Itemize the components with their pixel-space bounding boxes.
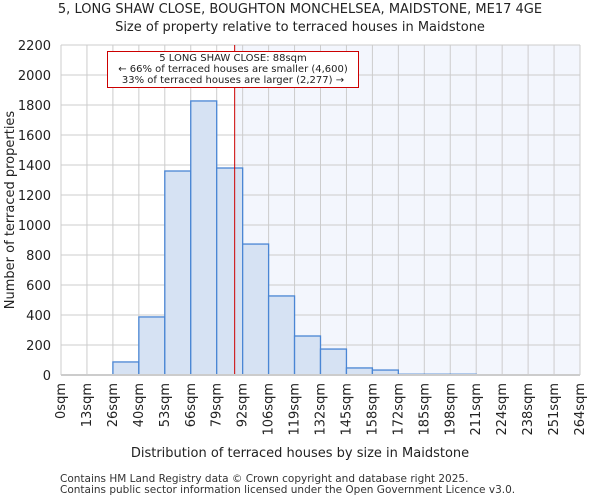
x-tick-label: 26sqm — [106, 383, 121, 427]
y-tick-label: 2200 — [18, 39, 51, 54]
histogram-bar — [216, 167, 244, 376]
histogram-bar — [112, 361, 140, 376]
x-tick-label: 92sqm — [236, 383, 251, 427]
annotation-line: ← 66% of terraced houses are smaller (4,… — [118, 64, 348, 75]
x-tick-label: 158sqm — [365, 383, 380, 436]
chart-subtitle: Size of property relative to terraced ho… — [115, 20, 485, 35]
x-tick-label: 224sqm — [495, 383, 510, 436]
histogram-bar — [138, 316, 166, 376]
histogram-bar — [190, 100, 218, 376]
footer-line: Contains HM Land Registry data © Crown c… — [60, 473, 469, 485]
footer-line: Contains public sector information licen… — [60, 484, 516, 496]
x-tick-label: 79sqm — [210, 383, 225, 427]
x-tick-label: 119sqm — [288, 383, 303, 436]
y-tick-label: 2000 — [18, 69, 51, 84]
y-tick-label: 800 — [26, 249, 51, 264]
y-tick-label: 1000 — [18, 219, 51, 234]
x-tick-label: 106sqm — [262, 383, 277, 436]
x-tick-label: 211sqm — [469, 383, 484, 436]
histogram-bar — [164, 170, 192, 376]
y-tick-label: 1800 — [18, 99, 51, 114]
x-tick-label: 198sqm — [443, 383, 458, 436]
histogram-bar — [241, 243, 270, 376]
x-tick-label: 238sqm — [521, 383, 536, 436]
annotation-box: 5 LONG SHAW CLOSE: 88sqm ← 66% of terrac… — [107, 51, 359, 88]
histogram-bar — [345, 367, 374, 376]
x-tick-label: 53sqm — [158, 383, 173, 427]
histogram-bar — [319, 348, 348, 376]
x-axis-label: Distribution of terraced houses by size … — [130, 446, 470, 461]
y-tick-label: 400 — [26, 309, 51, 324]
histogram-bar — [293, 335, 322, 376]
histogram-bar — [267, 295, 296, 376]
x-tick-label: 132sqm — [314, 383, 329, 436]
annotation-line: 5 LONG SHAW CLOSE: 88sqm — [159, 53, 307, 64]
y-tick-label: 200 — [26, 339, 51, 354]
chart-title: 5, LONG SHAW CLOSE, BOUGHTON MONCHELSEA,… — [57, 2, 543, 17]
y-tick-label: 600 — [26, 279, 51, 294]
x-tick-label: 66sqm — [184, 383, 199, 427]
x-tick-label: 172sqm — [391, 383, 406, 436]
x-tick-label: 264sqm — [573, 383, 588, 436]
y-tick-label: 1400 — [18, 159, 51, 174]
y-tick-label: 0 — [43, 369, 51, 384]
y-axis-label: Number of terraced properties — [3, 111, 18, 310]
x-tick-label: 251sqm — [547, 383, 562, 436]
x-tick-label: 145sqm — [339, 383, 354, 436]
x-tick-label: 40sqm — [132, 383, 147, 427]
annotation-line: 33% of terraced houses are larger (2,277… — [121, 75, 345, 86]
x-tick-label: 185sqm — [417, 383, 432, 436]
y-tick-label: 1600 — [18, 129, 51, 144]
x-tick-label: 13sqm — [80, 383, 95, 427]
x-tick-label: 0sqm — [54, 383, 69, 419]
y-tick-label: 1200 — [18, 189, 51, 204]
